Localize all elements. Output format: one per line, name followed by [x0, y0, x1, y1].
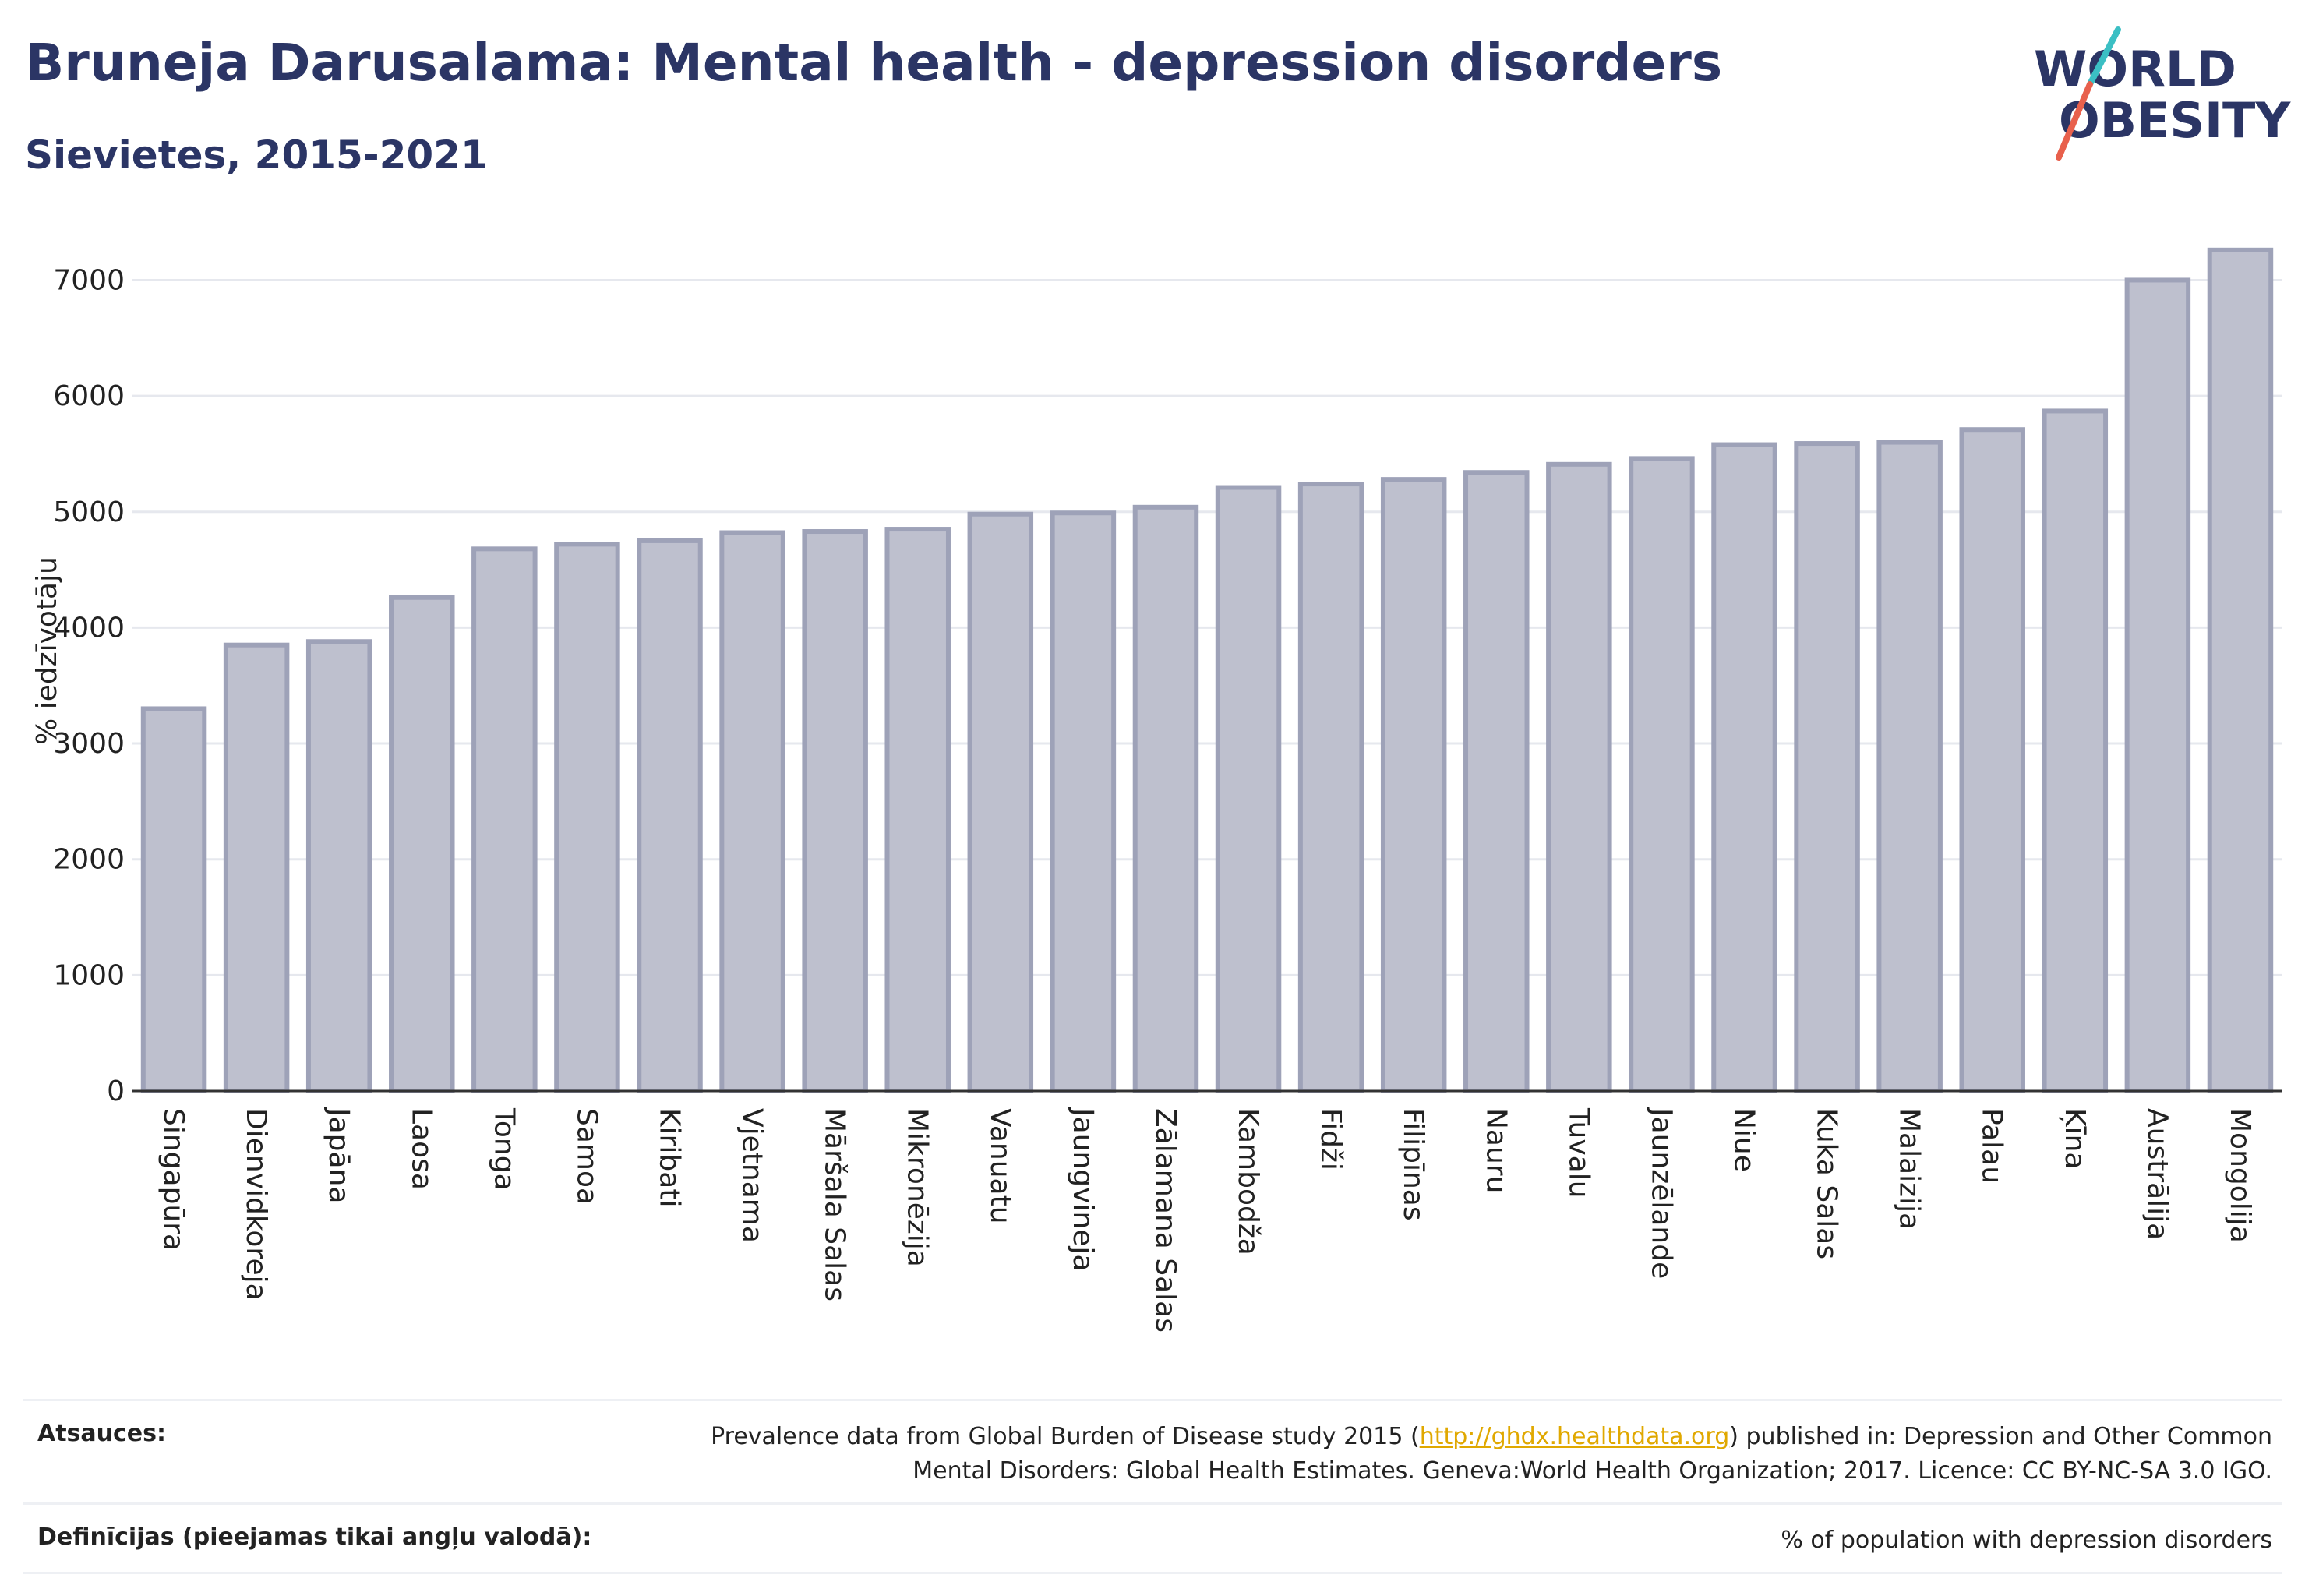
sources-text: Prevalence data from Global Burden of Di… [711, 1420, 2272, 1488]
x-tick-label: Tonga [488, 1107, 520, 1191]
bar-Zālamana Salas[interactable] [1132, 504, 1199, 1093]
x-axis: Singapūra Dienvidkoreja Japāna Laosa Tonga Sa… [132, 1089, 2282, 1333]
sources-label: Atsauces: [37, 1420, 166, 1447]
sources-text-part3: Mental Disorders: Global Health Estimate… [912, 1457, 2272, 1485]
chart-title: Bruneja Darusalama: Mental health - depr… [25, 33, 1723, 93]
bar-Jaungvineja[interactable] [1050, 510, 1117, 1093]
definitions-text: % of population with depression disorder… [1781, 1527, 2272, 1554]
y-axis: 0 1000 2000 3000 4000 5000 6000 7000 [53, 264, 125, 1107]
y-tick-label: 7000 [53, 264, 125, 296]
x-tick-label: Vjetnama [736, 1108, 768, 1243]
y-tick-label: 4000 [53, 612, 125, 644]
bar-Vjetnama[interactable] [719, 530, 785, 1093]
bar-Tuvalu[interactable] [1546, 461, 1612, 1093]
logo-line2: OBESITY [2059, 92, 2291, 149]
bar-Malaizija[interactable] [1876, 440, 1943, 1093]
bar-Filipīnas[interactable] [1380, 477, 1447, 1093]
bar-Japāna[interactable] [305, 639, 372, 1093]
bar-Vanuatu[interactable] [967, 511, 1034, 1093]
x-tick-label: Palau [1976, 1108, 2008, 1184]
bar-Ķīna[interactable] [2042, 408, 2109, 1093]
bar-chart: 0 1000 2000 3000 4000 5000 6000 7000 Singapūra D… [31, 247, 2282, 1333]
y-tick-label: 0 [107, 1075, 125, 1107]
bar-Niue[interactable] [1711, 442, 1777, 1093]
bar-Jaunzēlande[interactable] [1629, 456, 1695, 1093]
bar-Palau[interactable] [1959, 427, 2025, 1093]
bar-Māršala Salas[interactable] [802, 529, 868, 1093]
x-tick-label: Malaizija [1894, 1108, 1926, 1230]
bar-Singapūra[interactable] [140, 706, 207, 1093]
x-tick-label: Samoa [570, 1108, 602, 1205]
bars [140, 247, 2274, 1094]
x-tick-label: Fidži [1315, 1108, 1347, 1171]
x-tick-label: Kiribati [654, 1108, 686, 1207]
x-tick-label: Mongolija [2224, 1108, 2256, 1243]
x-tick-label: Austrālija [2141, 1108, 2173, 1240]
logo-line1: WORLD [2034, 41, 2236, 97]
x-tick-label: Laosa [405, 1108, 437, 1190]
x-tick-label: Kambodža [1232, 1108, 1264, 1255]
sources-text-part2: ) published in: Depression and Other Com… [1729, 1423, 2272, 1450]
bar-Kambodža[interactable] [1215, 485, 1282, 1093]
bar-Mikronēzija[interactable] [884, 527, 951, 1093]
world-obesity-logo[interactable]: WORLD OBESITY [2026, 23, 2291, 164]
y-tick-label: 2000 [53, 844, 125, 876]
logo-teal-slash [2087, 26, 2121, 87]
bar-Austrālija[interactable] [2124, 277, 2191, 1093]
definitions-row: Definīcijas (pieejamas tikai angļu valod… [23, 1502, 2282, 1574]
x-tick-label: Jaunzēlande [1645, 1107, 1677, 1279]
bar-Nauru[interactable] [1463, 470, 1530, 1093]
bar-Tonga[interactable] [471, 546, 538, 1093]
x-tick-label: Singapūra [157, 1108, 189, 1251]
x-tick-label: Jaungvineja [1067, 1107, 1099, 1272]
y-tick-label: 1000 [53, 959, 125, 991]
bar-Mongolija[interactable] [2207, 247, 2274, 1094]
x-tick-label: Niue [1728, 1108, 1760, 1172]
x-tick-label: Japāna [323, 1107, 355, 1203]
chart-subtitle: Sievietes, 2015-2021 [25, 132, 488, 178]
y-tick-label: 5000 [53, 496, 125, 528]
bar-Kuka Salas[interactable] [1794, 441, 1860, 1093]
sources-row: Atsauces: Prevalence data from Global Bu… [23, 1399, 2282, 1502]
bar-Laosa[interactable] [389, 595, 455, 1093]
x-tick-label: Dienvidkoreja [240, 1108, 272, 1301]
x-tick-label: Nauru [1480, 1108, 1512, 1193]
y-tick-label: 3000 [53, 728, 125, 760]
x-tick-label: Zālamana Salas [1149, 1108, 1181, 1333]
grid-lines [132, 278, 2282, 1093]
x-tick-label: Filipīnas [1397, 1108, 1429, 1221]
x-tick-label: Vanuatu [984, 1108, 1016, 1224]
x-tick-label: Kuka Salas [1811, 1108, 1843, 1259]
bar-Samoa[interactable] [554, 542, 620, 1093]
sources-link[interactable]: http://ghdx.healthdata.org [1419, 1423, 1730, 1450]
x-tick-label: Māršala Salas [819, 1108, 851, 1301]
y-axis-label: % iedzīvotāju [31, 556, 63, 745]
bar-Fidži[interactable] [1297, 482, 1364, 1093]
sources-text-part1: Prevalence data from Global Burden of Di… [711, 1423, 1420, 1450]
y-tick-label: 6000 [53, 380, 125, 412]
footer: Atsauces: Prevalence data from Global Bu… [23, 1399, 2282, 1574]
bar-Kiribati[interactable] [637, 538, 703, 1093]
x-tick-label: Ķīna [2059, 1108, 2091, 1170]
bar-Dienvidkoreja[interactable] [223, 642, 290, 1093]
x-tick-label: Tuvalu [1562, 1107, 1594, 1199]
definitions-label: Definīcijas (pieejamas tikai angļu valod… [37, 1524, 592, 1551]
x-tick-label: Mikronēzija [902, 1108, 934, 1267]
logo-red-slash [2056, 81, 2093, 161]
